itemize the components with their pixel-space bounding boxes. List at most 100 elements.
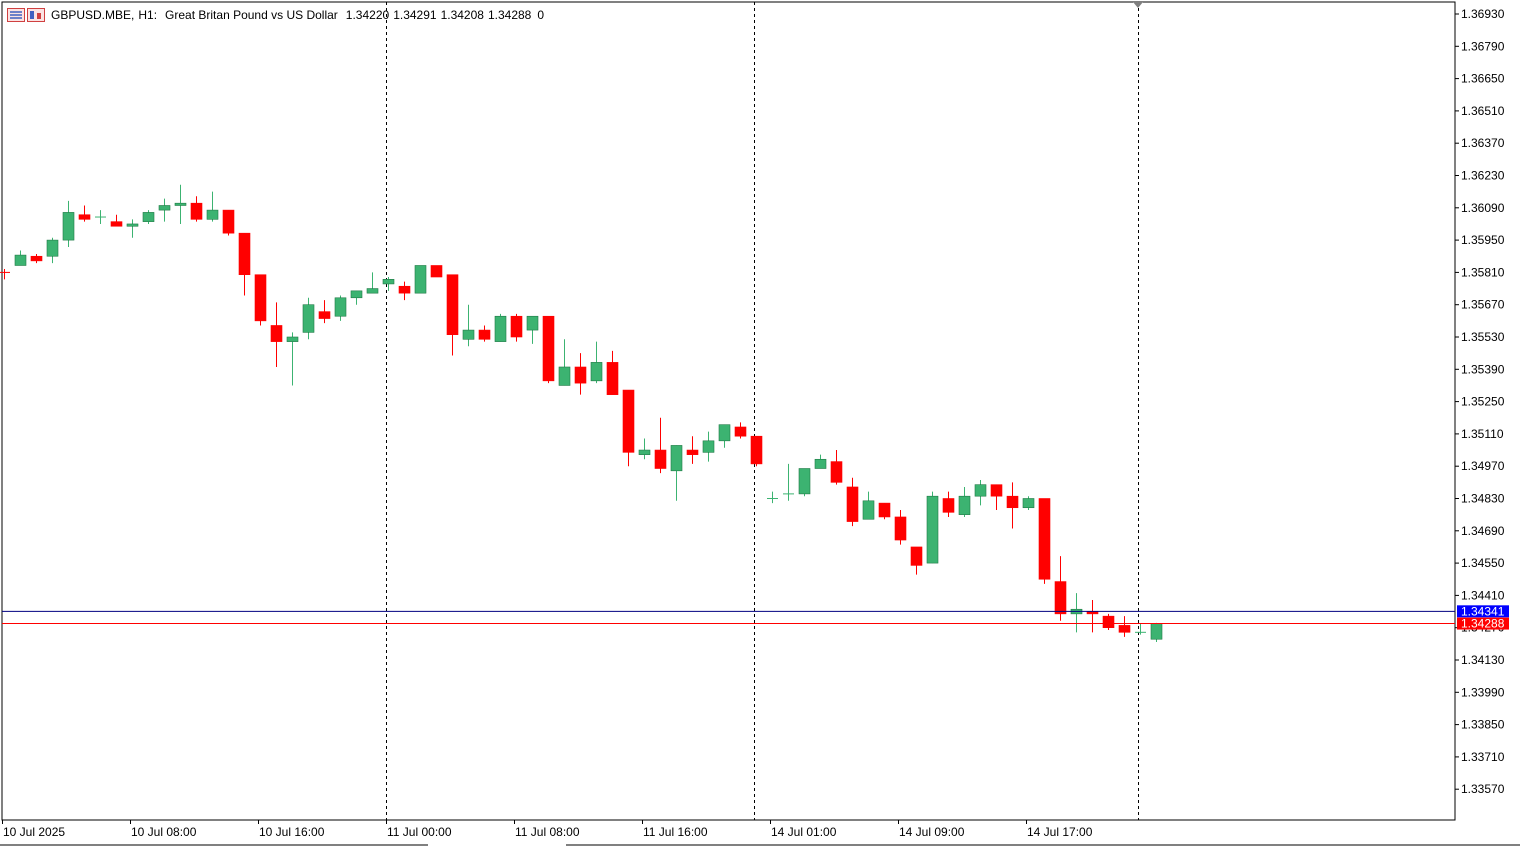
candle — [95, 210, 106, 224]
candle — [974, 480, 987, 506]
x-tick-label: 10 Jul 08:00 — [131, 825, 197, 839]
candle — [446, 274, 459, 356]
candle — [878, 502, 891, 520]
candle-body — [30, 255, 43, 262]
y-tick-label: 1.35810 — [1461, 265, 1505, 279]
y-tick-label: 1.36230 — [1461, 169, 1505, 183]
candle — [814, 454, 827, 469]
candle-body — [942, 498, 955, 513]
candle — [30, 253, 43, 264]
candle — [1038, 498, 1051, 584]
y-tick-label: 1.36650 — [1461, 72, 1505, 86]
candle — [830, 450, 843, 485]
candle-body — [1102, 615, 1115, 629]
ask-price-label: 1.34341 — [1461, 604, 1505, 618]
y-tick-label: 1.34830 — [1461, 492, 1505, 506]
candle — [78, 205, 91, 222]
candle — [478, 325, 491, 342]
chart-window-icon[interactable] — [7, 8, 25, 22]
candle-body — [270, 325, 283, 342]
candle — [158, 198, 171, 222]
candle-body — [590, 362, 603, 382]
x-tick-label: 10 Jul 2025 — [3, 825, 65, 839]
y-tick-label: 1.34690 — [1461, 524, 1505, 538]
candle-body — [638, 449, 651, 455]
candle — [430, 265, 443, 278]
candle — [46, 237, 59, 264]
ohlc-high: 1.34291 — [393, 8, 437, 22]
candle — [1022, 496, 1035, 511]
candle-body — [254, 274, 267, 322]
candle — [110, 214, 123, 227]
x-tick-label: 14 Jul 09:00 — [899, 825, 965, 839]
candle-body — [494, 315, 507, 342]
candle — [654, 417, 667, 474]
candle-body — [862, 500, 875, 520]
ask-price-tag — [1457, 605, 1509, 618]
candle-body — [478, 329, 491, 340]
candle — [334, 295, 347, 321]
candle-body — [1150, 623, 1163, 640]
candle-body — [910, 546, 923, 566]
candle — [1102, 613, 1115, 631]
candle-body — [366, 288, 379, 294]
candle — [798, 468, 811, 497]
candle — [238, 232, 251, 296]
candle-body — [1022, 498, 1035, 509]
y-tick-label: 1.36790 — [1461, 39, 1505, 53]
candle — [1054, 556, 1067, 621]
candle-body — [558, 366, 571, 386]
y-tick-label: 1.33710 — [1461, 750, 1505, 764]
candle-body — [526, 315, 539, 331]
candle-body — [574, 366, 587, 384]
candle-body — [286, 336, 299, 342]
candle-body — [382, 279, 395, 285]
candle-body — [830, 461, 843, 483]
candle — [126, 219, 139, 238]
ohlc-open: 1.34220 — [345, 8, 390, 22]
candle-body — [1086, 611, 1099, 615]
candle — [734, 422, 747, 439]
y-tick-label: 1.33570 — [1461, 782, 1505, 796]
candle-body — [350, 290, 363, 299]
candle — [142, 210, 155, 224]
x-tick-label: 10 Jul 16:00 — [259, 825, 325, 839]
candle-body — [46, 239, 59, 257]
candle-body — [462, 329, 475, 340]
candle-body — [302, 304, 315, 333]
bid-price-label: 1.34288 — [1461, 617, 1505, 631]
candle — [638, 438, 651, 460]
x-tick-label: 11 Jul 16:00 — [643, 825, 708, 839]
candle-body — [158, 205, 171, 211]
candle-body — [222, 209, 235, 234]
y-tick-label: 1.36090 — [1461, 201, 1505, 215]
candle — [382, 277, 395, 291]
candle-body — [414, 265, 427, 294]
candle — [990, 484, 1003, 511]
candle-body — [670, 445, 683, 472]
trading-panel-icon[interactable] — [27, 8, 45, 22]
candle-body — [990, 484, 1003, 497]
candle — [606, 350, 619, 395]
candle — [1118, 616, 1131, 637]
candle-body — [142, 212, 155, 222]
candle-body — [174, 202, 187, 206]
candle-body — [974, 484, 987, 497]
candle-body — [190, 202, 203, 220]
y-tick-label: 1.35250 — [1461, 395, 1505, 409]
candle — [1070, 593, 1083, 633]
candle — [318, 300, 331, 324]
candle — [398, 281, 411, 301]
y-tick-label: 1.35390 — [1461, 362, 1505, 376]
candle — [1150, 622, 1163, 643]
candle — [0, 268, 10, 280]
y-tick-label: 1.33990 — [1461, 685, 1505, 699]
y-tick-label: 1.33850 — [1461, 718, 1505, 732]
candle-body — [622, 389, 635, 453]
candle — [542, 315, 555, 384]
candle — [574, 353, 587, 395]
candle-body — [1038, 498, 1051, 580]
candle — [350, 290, 363, 305]
shift-marker-icon[interactable] — [1133, 2, 1143, 8]
